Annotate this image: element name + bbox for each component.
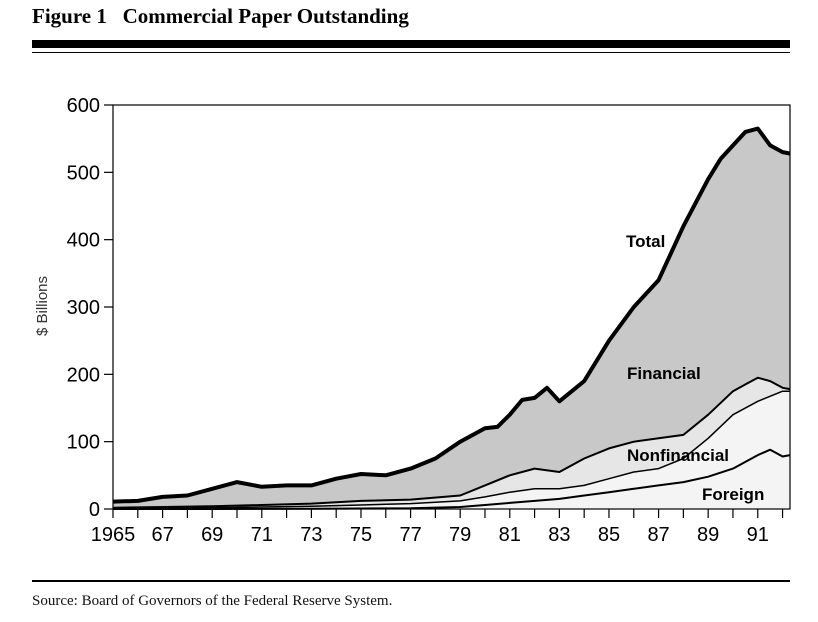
x-tick-label: 73 xyxy=(300,524,322,546)
x-tick-label: 91 xyxy=(747,524,769,546)
y-axis-title: $ Billions xyxy=(34,276,51,336)
title-rule-thin xyxy=(32,52,790,53)
y-tick-label: 600 xyxy=(67,95,100,117)
label-financial: Financial xyxy=(627,364,701,383)
x-tick-label: 71 xyxy=(251,524,273,546)
y-tick-label: 500 xyxy=(67,162,100,184)
line-financial xyxy=(113,390,790,510)
label-total: Total xyxy=(626,232,665,251)
label-nonfinancial: Nonfinancial xyxy=(627,446,729,465)
y-tick-label: 100 xyxy=(67,432,100,454)
label-foreign: Foreign xyxy=(702,485,764,504)
x-tick-label: 89 xyxy=(697,524,719,546)
area-financial xyxy=(113,391,790,509)
line-foreign xyxy=(113,448,791,510)
x-axis: 1965 67 69 71 73 75 77 79 81 83 85 87 89 91 xyxy=(91,509,784,546)
line-total xyxy=(112,126,791,504)
x-tick-label: 75 xyxy=(350,524,372,546)
x-tick-label: 83 xyxy=(548,524,570,546)
area-total xyxy=(113,128,790,509)
y-tick-label: 300 xyxy=(67,297,100,319)
x-tick-label: 87 xyxy=(647,524,669,546)
line-nonfinancial xyxy=(112,376,791,509)
x-tick-label: 69 xyxy=(201,524,223,546)
x-tick-label: 1965 xyxy=(91,524,136,546)
chart-lines xyxy=(112,126,791,510)
figure-title: Figure 1 Commercial Paper Outstanding xyxy=(32,4,409,28)
x-tick-label: 81 xyxy=(499,524,521,546)
x-tick-label: 79 xyxy=(449,524,471,546)
x-tick-label: 85 xyxy=(598,524,620,546)
y-tick-label: 200 xyxy=(67,364,100,386)
title-rule-thick xyxy=(32,40,790,48)
footer-rule xyxy=(32,580,790,582)
x-tick-label: 77 xyxy=(399,524,421,546)
y-tick-label: 400 xyxy=(67,230,100,252)
x-tick-label: 67 xyxy=(151,524,173,546)
y-tick-label: 0 xyxy=(89,499,100,521)
source-note: Source: Board of Governors of the Federa… xyxy=(32,593,393,609)
y-axis: 0 100 200 300 400 500 600 xyxy=(67,95,113,521)
